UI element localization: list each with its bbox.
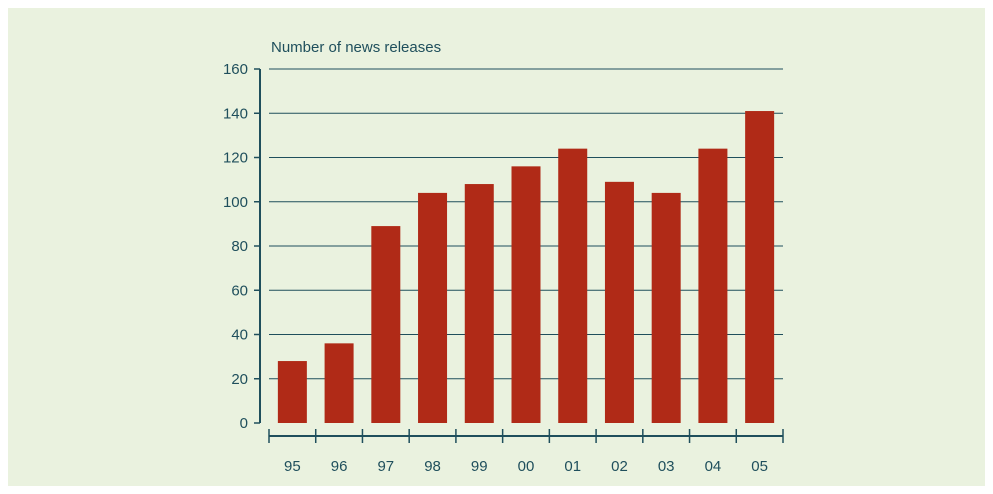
bar-97	[371, 226, 401, 423]
x-tick-label: 98	[424, 458, 441, 475]
x-tick-label: 02	[611, 458, 628, 475]
x-tick-label: 05	[751, 458, 768, 475]
x-tick-label: 01	[564, 458, 581, 475]
bar-99	[464, 184, 494, 423]
bar-96	[324, 343, 354, 423]
axes	[254, 68, 784, 443]
bar-00	[511, 166, 541, 423]
x-tick-label: 00	[518, 458, 535, 475]
y-tick-label: 40	[231, 327, 248, 344]
y-tick-label: 120	[223, 150, 248, 167]
x-tick-label: 96	[331, 458, 348, 475]
bar-95	[277, 361, 307, 423]
y-tick-label: 80	[231, 238, 248, 255]
chart-panel	[8, 8, 985, 486]
bar-02	[604, 181, 634, 423]
bar-98	[418, 192, 448, 423]
bar-05	[745, 111, 775, 423]
x-tick-label: 99	[471, 458, 488, 475]
bar-01	[558, 148, 588, 423]
y-tick-label: 60	[231, 282, 248, 299]
x-tick-label: 97	[377, 458, 394, 475]
y-tick-label: 100	[223, 194, 248, 211]
bars	[277, 111, 775, 423]
bar-03	[651, 192, 681, 423]
y-tick-label: 140	[223, 105, 248, 122]
y-tick-label: 160	[223, 61, 248, 78]
y-tick-label: 0	[240, 415, 248, 432]
x-tick-label: 04	[705, 458, 722, 475]
y-tick-labels: 0 20 40 60 80 100 120 140 160	[223, 61, 248, 432]
x-tick-label: 03	[658, 458, 675, 475]
y-tick-label: 20	[231, 371, 248, 388]
y-axis-label: Number of news releases	[271, 39, 441, 56]
x-tick-label: 95	[284, 458, 301, 475]
bar-04	[698, 148, 728, 423]
x-tick-labels: 95 96 97 98 99 00 01 02 03 04 05	[284, 458, 768, 475]
